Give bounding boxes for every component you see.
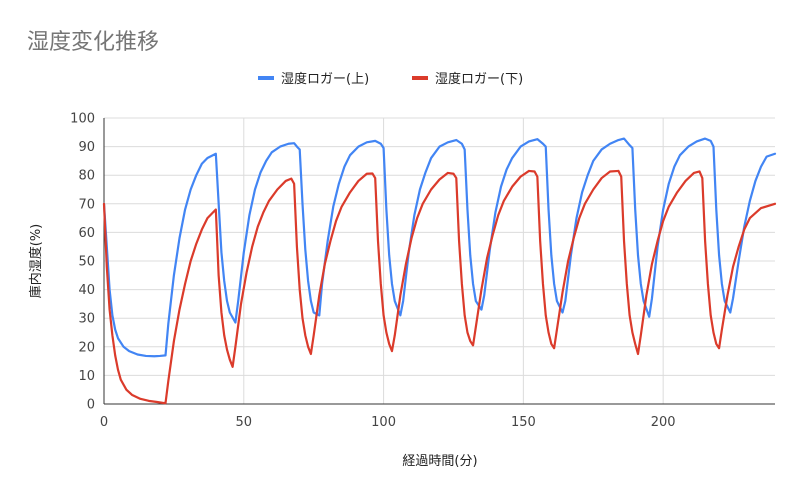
y-tick-label: 100 <box>70 112 95 127</box>
legend-swatch <box>412 76 428 80</box>
x-tick-label: 50 <box>236 415 253 430</box>
legend-label: 湿度ロガー(下) <box>435 71 523 87</box>
y-tick-label: 90 <box>78 140 95 155</box>
x-tick-label: 100 <box>371 415 396 430</box>
y-tick-label: 30 <box>78 312 95 327</box>
y-tick-label: 10 <box>78 369 95 384</box>
y-tick-label: 80 <box>78 169 95 184</box>
y-tick-label: 60 <box>78 226 95 241</box>
chart-title: 湿度変化推移 <box>27 30 160 55</box>
x-tick-label: 0 <box>100 415 108 430</box>
y-axis-title: 庫内湿度(%) <box>28 224 44 299</box>
x-tick-label: 150 <box>511 415 536 430</box>
x-axis-title: 経過時間(分) <box>402 454 477 469</box>
series-line-1 <box>102 137 777 358</box>
series-line-2 <box>102 169 777 405</box>
x-tick-label: 200 <box>651 415 676 430</box>
series-lines <box>102 137 777 405</box>
y-tick-label: 70 <box>78 197 95 212</box>
legend-swatch <box>258 76 274 80</box>
y-tick-label: 20 <box>78 340 95 355</box>
legend-label: 湿度ロガー(上) <box>281 71 369 87</box>
axes: 0 10 20 30 40 50 60 70 80 90 100 0 50 100 150 200 <box>70 112 775 430</box>
y-tick-label: 40 <box>78 283 95 298</box>
y-tick-label: 50 <box>78 255 95 270</box>
y-tick-label: 0 <box>87 398 95 413</box>
legend: 湿度ロガー(上) 湿度ロガー(下) <box>258 71 523 87</box>
